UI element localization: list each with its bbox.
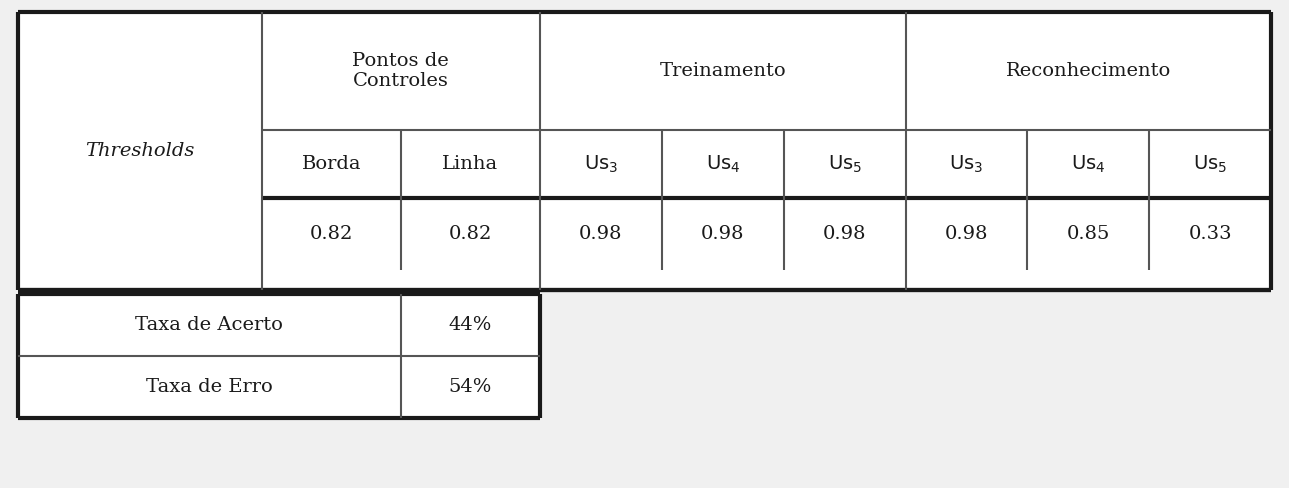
Text: 54%: 54% [449, 378, 492, 396]
Bar [18, 12, 1271, 290]
Text: 0.98: 0.98 [579, 225, 623, 243]
Text: Borda: Borda [302, 155, 361, 173]
Text: $\mathrm{Us}_{4}$: $\mathrm{Us}_{4}$ [1071, 153, 1106, 175]
Text: Reconhecimento: Reconhecimento [1005, 62, 1170, 80]
Bar [18, 294, 540, 418]
Text: 0.82: 0.82 [309, 225, 353, 243]
Text: $\mathrm{Us}_{3}$: $\mathrm{Us}_{3}$ [584, 153, 619, 175]
Text: Treinamento: Treinamento [660, 62, 786, 80]
Text: $\mathrm{Us}_{5}$: $\mathrm{Us}_{5}$ [828, 153, 861, 175]
Text: 0.98: 0.98 [701, 225, 745, 243]
Text: 44%: 44% [449, 316, 492, 334]
Text: $\mathrm{Us}_{4}$: $\mathrm{Us}_{4}$ [705, 153, 740, 175]
Text: Taxa de Acerto: Taxa de Acerto [135, 316, 284, 334]
Text: Taxa de Erro: Taxa de Erro [146, 378, 273, 396]
Text: 0.82: 0.82 [449, 225, 492, 243]
Text: 0.98: 0.98 [945, 225, 989, 243]
Text: 0.98: 0.98 [822, 225, 866, 243]
Text: $\mathrm{Us}_{3}$: $\mathrm{Us}_{3}$ [950, 153, 984, 175]
Text: Thresholds: Thresholds [85, 142, 195, 160]
Text: 0.85: 0.85 [1066, 225, 1110, 243]
Text: 0.33: 0.33 [1188, 225, 1232, 243]
Text: Pontos de
Controles: Pontos de Controles [352, 52, 450, 90]
Text: $\mathrm{Us}_{5}$: $\mathrm{Us}_{5}$ [1194, 153, 1227, 175]
Text: Linha: Linha [442, 155, 499, 173]
